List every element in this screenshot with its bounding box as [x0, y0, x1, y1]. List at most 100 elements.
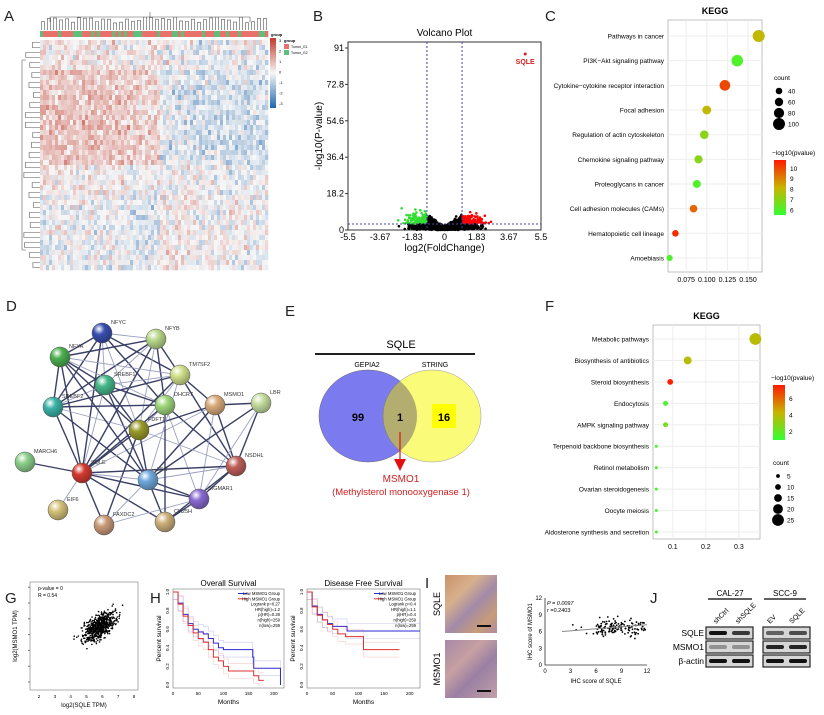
heatmap-cell	[121, 140, 125, 146]
legend-tick: -2	[279, 91, 283, 96]
heatmap-cell	[64, 85, 68, 91]
heatmap-cell	[217, 260, 221, 266]
heatmap-cell	[136, 45, 140, 51]
heatmap-cell	[196, 135, 200, 141]
heatmap-cell	[202, 245, 206, 251]
group-bar-cell	[226, 31, 230, 37]
heatmap-cell	[205, 205, 209, 211]
heatmap-cell	[121, 120, 125, 126]
heatmap-cell	[103, 255, 107, 261]
heatmap-cell	[199, 80, 203, 86]
heatmap-cell	[112, 105, 116, 111]
heatmap-cell	[118, 205, 122, 211]
heatmap-cell	[121, 40, 125, 46]
heatmap-cell	[205, 130, 209, 136]
heatmap-cell	[100, 220, 104, 226]
heatmap-cell	[49, 165, 53, 171]
heatmap-cell	[232, 225, 236, 231]
heatmap-cell	[133, 135, 137, 141]
heatmap-cell	[250, 210, 254, 216]
heatmap-cell	[79, 110, 83, 116]
group-bar-cell	[103, 31, 107, 37]
heatmap-cell	[142, 110, 146, 116]
heatmap-cell	[241, 65, 245, 71]
heatmap-cell	[166, 135, 170, 141]
group-bar-cell	[148, 31, 152, 37]
heatmap-cell	[262, 180, 266, 186]
heatmap-cell	[130, 45, 134, 51]
heatmap-cell	[100, 200, 104, 206]
heatmap-cell	[52, 195, 56, 201]
heatmap-cell	[70, 200, 74, 206]
heatmap-cell	[70, 220, 74, 226]
heatmap-cell	[100, 105, 104, 111]
heatmap-cell	[235, 105, 239, 111]
heatmap-cell	[55, 175, 59, 181]
heatmap-cell	[100, 85, 104, 91]
heatmap-cell	[262, 155, 266, 161]
heatmap-cell	[208, 75, 212, 81]
heatmap-cell	[76, 60, 80, 66]
heatmap-cell	[244, 40, 248, 46]
heatmap-cell	[70, 145, 74, 151]
heatmap-cell	[223, 110, 227, 116]
heatmap-cell	[184, 140, 188, 146]
heatmap-cell	[244, 180, 248, 186]
heatmap-cell	[103, 100, 107, 106]
heatmap-cell	[115, 220, 119, 226]
heatmap-cell	[130, 260, 134, 266]
heatmap-cell	[73, 75, 77, 81]
heatmap-cell	[238, 115, 242, 121]
heatmap-cell	[52, 160, 56, 166]
heatmap-cell	[157, 200, 161, 206]
heatmap-cell	[127, 190, 131, 196]
heatmap-cell	[238, 105, 242, 111]
heatmap-cell	[226, 225, 230, 231]
heatmap-cell	[259, 115, 263, 121]
heatmap-cell	[130, 150, 134, 156]
heatmap-cell	[205, 115, 209, 121]
heatmap-cell	[187, 65, 191, 71]
heatmap-cell	[220, 225, 224, 231]
heatmap-cell	[178, 45, 182, 51]
heatmap-cell	[247, 160, 251, 166]
heatmap-cell	[226, 115, 230, 121]
heatmap-cell	[181, 265, 185, 271]
heatmap-cell	[67, 130, 71, 136]
heatmap-cell	[136, 175, 140, 181]
heatmap-cell	[178, 80, 182, 86]
heatmap-cell	[58, 195, 62, 201]
heatmap-cell	[229, 195, 233, 201]
heatmap-cell	[154, 160, 158, 166]
heatmap-cell	[184, 45, 188, 51]
heatmap-cell	[73, 175, 77, 181]
heatmap-cell	[52, 265, 56, 271]
heatmap-cell	[85, 170, 89, 176]
heatmap-cell	[64, 245, 68, 251]
heatmap-cell	[55, 90, 59, 96]
heatmap-cell	[142, 215, 146, 221]
heatmap-cell	[88, 245, 92, 251]
heatmap-cell	[163, 170, 167, 176]
heatmap-cell	[166, 140, 170, 146]
heatmap-cell	[214, 65, 218, 71]
heatmap-cell	[241, 235, 245, 241]
heatmap-cell	[178, 250, 182, 256]
heatmap-cell	[151, 200, 155, 206]
heatmap-cell	[142, 130, 146, 136]
heatmap-cell	[118, 240, 122, 246]
heatmap-cell	[127, 250, 131, 256]
heatmap-cell	[40, 145, 44, 151]
heatmap-cell	[166, 55, 170, 61]
heatmap-cell	[205, 170, 209, 176]
heatmap-cell	[229, 40, 233, 46]
heatmap-cell	[133, 130, 137, 136]
heatmap-cell	[256, 210, 260, 216]
heatmap-cell	[82, 60, 86, 66]
heatmap-cell	[46, 200, 50, 206]
heatmap-cell	[235, 255, 239, 261]
heatmap-cell	[127, 80, 131, 86]
heatmap-cell	[97, 205, 101, 211]
heatmap-cell	[253, 215, 257, 221]
heatmap-cell	[40, 240, 44, 246]
